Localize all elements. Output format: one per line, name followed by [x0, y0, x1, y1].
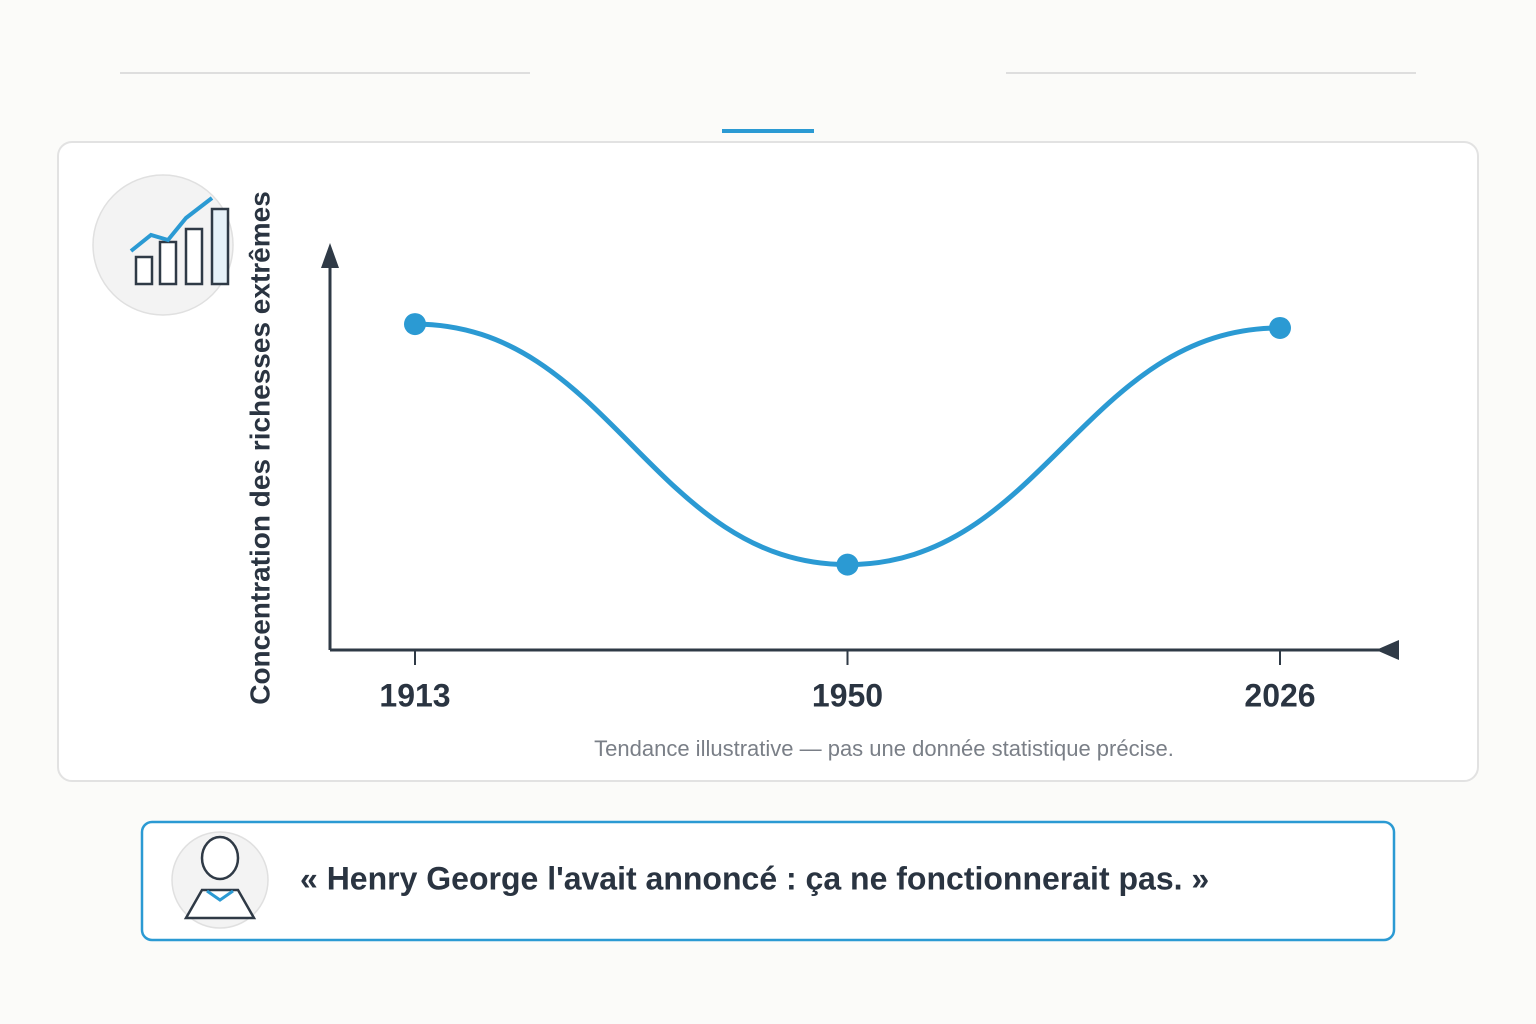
chart-icon — [92, 174, 234, 316]
chart-card — [57, 141, 1479, 782]
data-point — [1269, 316, 1291, 339]
avatar-icon — [171, 831, 269, 929]
data-point — [836, 553, 859, 576]
x-tick-label: 2026 — [1244, 677, 1315, 713]
y-axis-arrow — [321, 243, 339, 268]
chart-note: Tendance illustrative — pas une donnée s… — [594, 736, 1174, 761]
y-axis-title: Concentration des richesses extrêmes — [244, 191, 275, 705]
x-tick-label: 1950 — [812, 677, 883, 713]
data-point — [404, 313, 426, 336]
x-tick-label: 1913 — [379, 677, 450, 713]
x-axis-arrow — [1376, 640, 1399, 660]
quote-box — [140, 820, 1396, 942]
quote-text: « Henry George l'avait annoncé : ça ne f… — [300, 860, 1209, 896]
